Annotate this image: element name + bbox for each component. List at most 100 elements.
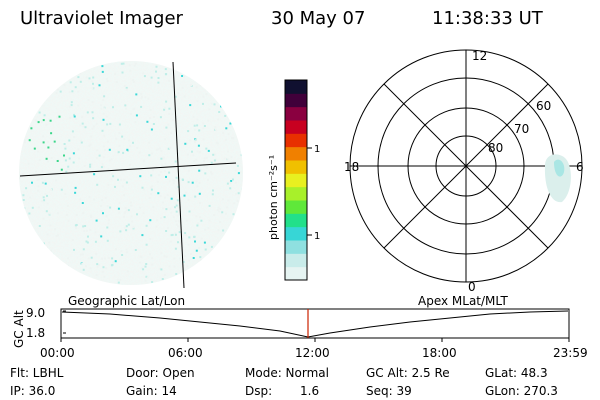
geo-emission-dot [100,205,103,208]
geo-emission-dot [50,249,53,252]
geo-emission-dot [127,287,129,289]
polar-label-12: 12 [472,49,487,63]
geo-emission-dot [48,79,51,82]
geo-emission-dot [229,122,232,125]
geo-emission-dot [81,116,84,119]
geo-emission-dot [196,289,198,290]
geo-emission-dot [165,126,168,129]
geo-emission-dot [107,222,110,225]
geo-emission-dot [125,107,127,110]
geo-emission-dot [125,225,128,228]
geo-emission-dot [118,132,121,134]
geo-emission-dot [167,147,170,150]
geo-emission-dot [155,65,158,68]
geo-emission-dot [47,160,50,163]
geo-emission-dot [194,195,197,198]
geo-emission-dot [58,115,61,118]
geo-emission-dot [234,169,237,172]
geo-emission-dot [212,153,215,156]
geo-emission-dot [44,257,46,260]
geo-emission-dot [29,82,32,85]
geo-emission-dot [19,114,22,117]
geo-emission-dot [140,105,143,108]
geo-emission-dot [151,185,154,188]
colorbar-gradient [285,80,307,281]
geo-emission-dot [199,216,202,219]
geo-emission-dot [88,77,91,80]
geo-emission-dot [207,286,209,288]
geo-emission-dot [87,257,90,260]
timeline-panel[interactable]: GC Alt 9.0 1.8 [0,300,600,360]
geo-emission-dot [95,274,98,276]
geo-emission-dot [82,268,85,271]
geo-emission-dot [27,240,30,243]
geo-emission-dot [196,70,199,72]
geo-emission-dot [210,102,213,105]
geo-emission-dot [68,139,71,142]
geo-emission-dot [23,130,26,133]
geo-emission-dot [155,70,157,73]
geo-emission-dot [177,225,179,228]
geo-emission-dot [161,163,164,166]
geo-emission-dot [173,257,176,260]
geo-emission-dot [42,119,45,122]
geo-emission-dot [165,208,168,211]
geo-emission-dot [79,284,82,285]
geo-emission-dot [89,229,92,231]
geo-emission-dot [208,204,211,207]
geo-emission-dot [93,198,95,201]
geo-emission-dot [213,74,216,76]
geo-emission-dot [168,79,171,82]
geo-emission-dot [198,129,201,132]
geo-emission-dot [237,192,240,195]
geo-emission-dot [117,151,120,154]
geo-emission-dot [32,108,35,111]
geo-emission-dot [59,56,61,58]
geo-emission-dot [50,132,53,135]
geo-emission-dot [226,206,229,209]
geo-emission-dot [75,214,78,216]
geo-emission-dot [204,263,207,266]
geo-emission-dot [95,122,98,125]
geo-emission-dot [217,256,220,259]
geo-emission-dot [242,234,243,237]
geo-emission-dot [83,164,86,167]
geo-emission-dot [185,61,188,63]
geo-emission-dot [69,116,72,119]
geo-emission-dot [235,227,238,230]
geo-emission-dot [151,169,154,172]
geo-emission-dot [207,119,210,122]
geo-emission-dot [214,126,217,128]
geo-emission-dot [234,78,237,81]
info-dsp-value: 1.6 [300,384,320,398]
geo-emission-dot [109,122,112,125]
geo-emission-dot [150,174,153,177]
geo-emission-dot [201,287,203,289]
geo-emission-dot [212,189,214,192]
geo-emission-dot [67,257,70,260]
geo-emission-dot [104,257,106,260]
geo-emission-dot [93,173,96,176]
geo-emission-dot [220,74,223,77]
geo-emission-dot [72,152,75,155]
geo-emission-dot [25,222,28,225]
geo-emission-dot [60,188,63,191]
timeline-x-tick-1: 06:00 [168,346,203,360]
geo-emission-dot [31,206,34,209]
geo-emission-dot [133,64,136,67]
geo-emission-dot [128,139,130,142]
geo-emission-dot [127,209,130,212]
geo-emission-dot [26,226,29,229]
geo-map[interactable] [18,55,243,290]
geo-emission-dot [210,172,213,175]
geo-emission-dot [140,92,143,95]
geo-emission-dot [43,242,45,245]
geo-emission-dot [46,194,48,197]
geo-latitude-line [19,162,237,177]
geo-emission-dot [240,265,243,268]
geo-emission-dot [59,62,62,65]
geo-emission-dot [44,182,47,185]
geo-emission-dot [125,86,128,89]
geo-emission-dot [196,185,199,188]
polar-plot[interactable]: 12 18 6 0 60 70 80 [340,44,595,294]
